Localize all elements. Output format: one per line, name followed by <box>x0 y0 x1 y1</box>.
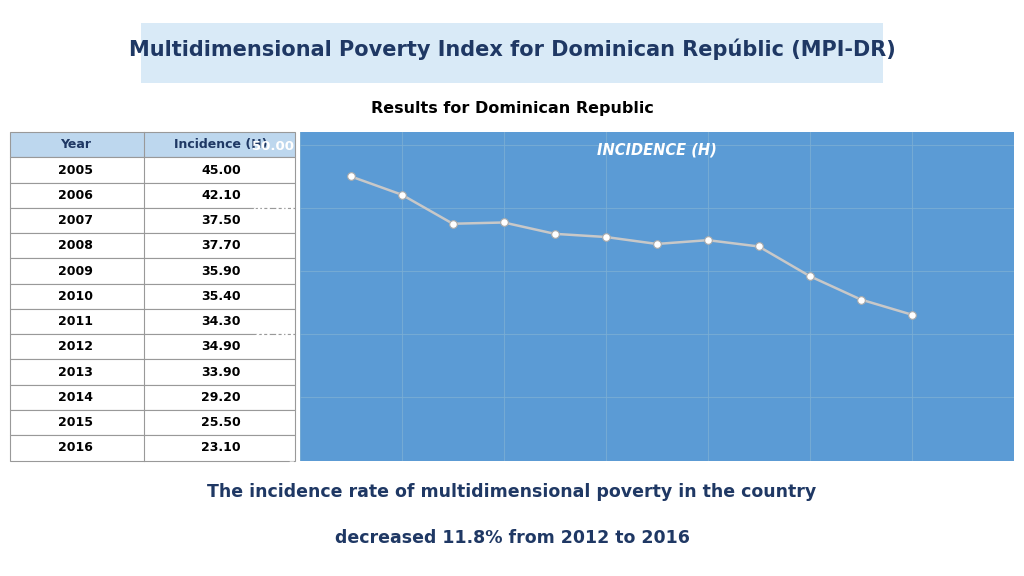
Text: 35.90: 35.90 <box>201 264 241 278</box>
Bar <box>10 385 295 410</box>
Text: 2011: 2011 <box>58 315 93 328</box>
Text: 2016: 2016 <box>58 441 93 454</box>
Bar <box>10 435 295 461</box>
Bar <box>10 259 295 284</box>
Text: 33.90: 33.90 <box>201 366 241 378</box>
Text: 34.90: 34.90 <box>201 340 241 353</box>
Text: decreased 11.8% from 2012 to 2016: decreased 11.8% from 2012 to 2016 <box>335 529 689 547</box>
Text: 2006: 2006 <box>58 189 93 202</box>
Bar <box>10 284 295 309</box>
Text: 34.30: 34.30 <box>201 315 241 328</box>
Text: 29.20: 29.20 <box>201 391 241 404</box>
Text: 37.70: 37.70 <box>201 240 241 252</box>
Text: INCIDENCE (H): INCIDENCE (H) <box>597 142 717 157</box>
Text: Incidence (H): Incidence (H) <box>174 138 267 151</box>
Text: 35.40: 35.40 <box>201 290 241 303</box>
Bar <box>10 208 295 233</box>
Text: 2008: 2008 <box>58 240 93 252</box>
Text: 25.50: 25.50 <box>201 416 241 429</box>
Text: 2013: 2013 <box>58 366 93 378</box>
Bar <box>10 233 295 259</box>
Text: 2009: 2009 <box>58 264 93 278</box>
FancyBboxPatch shape <box>140 23 884 83</box>
Text: 2015: 2015 <box>58 416 93 429</box>
Text: 2010: 2010 <box>58 290 93 303</box>
Bar <box>10 309 295 334</box>
Text: 42.10: 42.10 <box>201 189 241 202</box>
Text: Results for Dominican Republic: Results for Dominican Republic <box>371 101 653 116</box>
Text: Year: Year <box>60 138 91 151</box>
Bar <box>10 157 295 183</box>
Text: The incidence rate of multidimensional poverty in the country: The incidence rate of multidimensional p… <box>208 483 816 501</box>
Text: 2007: 2007 <box>58 214 93 227</box>
Bar <box>10 410 295 435</box>
Text: 2012: 2012 <box>58 340 93 353</box>
Bar <box>10 359 295 385</box>
Text: 45.00: 45.00 <box>201 164 241 177</box>
Text: Multidimensional Poverty Index for Dominican Repúblic (MPI-DR): Multidimensional Poverty Index for Domin… <box>129 39 895 60</box>
Bar <box>10 132 295 157</box>
Bar <box>10 334 295 359</box>
Bar <box>10 183 295 208</box>
Text: 23.10: 23.10 <box>201 441 241 454</box>
Text: 2005: 2005 <box>58 164 93 177</box>
Text: 37.50: 37.50 <box>201 214 241 227</box>
Text: 2014: 2014 <box>58 391 93 404</box>
